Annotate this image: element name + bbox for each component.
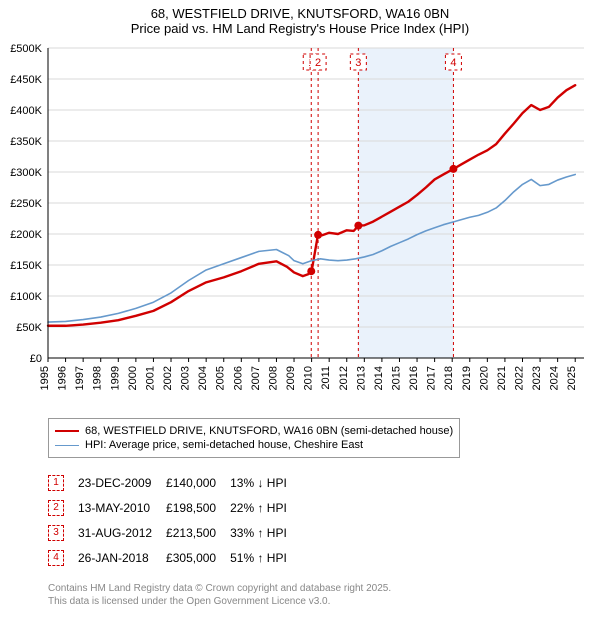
svg-text:£450K: £450K (10, 74, 42, 86)
svg-text:£250K: £250K (10, 198, 42, 210)
svg-text:2016: 2016 (408, 366, 420, 390)
table-row: 1 23-DEC-2009£140,00013% ↓ HPI (48, 470, 301, 495)
svg-text:2000: 2000 (127, 366, 139, 390)
svg-text:2003: 2003 (180, 366, 192, 390)
svg-text:2009: 2009 (285, 366, 297, 390)
price-chart: £0 £50K £100K £150K £200K £250K £300K £350K £400… (0, 40, 600, 410)
attribution: Contains HM Land Registry data © Crown c… (48, 582, 391, 608)
legend-label: 68, WESTFIELD DRIVE, KNUTSFORD, WA16 0BN… (85, 425, 453, 437)
svg-text:£150K: £150K (10, 260, 42, 272)
legend-item: HPI: Average price, semi-detached house,… (55, 439, 453, 451)
legend-swatch (55, 430, 79, 432)
svg-text:2019: 2019 (461, 366, 473, 390)
page-title-line2: Price paid vs. HM Land Registry's House … (0, 21, 600, 40)
svg-text:2011: 2011 (320, 366, 332, 390)
svg-text:2004: 2004 (197, 366, 209, 390)
sales-table: 1 23-DEC-2009£140,00013% ↓ HPI 2 13-MAY-201… (48, 470, 301, 570)
svg-text:1996: 1996 (57, 366, 69, 390)
svg-text:2010: 2010 (303, 366, 315, 390)
svg-text:1995: 1995 (39, 366, 51, 390)
sale-delta-hpi: 13% ↓ HPI (230, 470, 301, 495)
svg-text:£50K: £50K (16, 322, 42, 334)
svg-text:2008: 2008 (267, 366, 279, 390)
sale-price: £198,500 (166, 495, 230, 520)
page-title-line1: 68, WESTFIELD DRIVE, KNUTSFORD, WA16 0BN (0, 0, 600, 21)
svg-text:£350K: £350K (10, 136, 42, 148)
svg-text:2025: 2025 (566, 366, 578, 390)
sale-price: £305,000 (166, 545, 230, 570)
svg-text:2007: 2007 (250, 366, 262, 390)
legend-item: 68, WESTFIELD DRIVE, KNUTSFORD, WA16 0BN… (55, 425, 453, 437)
attribution-line1: Contains HM Land Registry data © Crown c… (48, 582, 391, 595)
sale-price: £140,000 (166, 470, 230, 495)
svg-text:2020: 2020 (478, 366, 490, 390)
table-row: 2 13-MAY-2010£198,50022% ↑ HPI (48, 495, 301, 520)
svg-text:2001: 2001 (144, 366, 156, 390)
svg-text:2: 2 (315, 57, 321, 69)
svg-text:4: 4 (450, 57, 456, 69)
svg-text:£100K: £100K (10, 291, 42, 303)
table-row: 4 26-JAN-2018£305,00051% ↑ HPI (48, 545, 301, 570)
svg-text:2014: 2014 (373, 366, 385, 390)
svg-text:1999: 1999 (109, 366, 121, 390)
sale-delta-hpi: 51% ↑ HPI (230, 545, 301, 570)
legend: 68, WESTFIELD DRIVE, KNUTSFORD, WA16 0BN… (48, 418, 460, 458)
sale-marker-box: 4 (48, 550, 64, 566)
svg-text:2002: 2002 (162, 366, 174, 390)
svg-text:2006: 2006 (232, 366, 244, 390)
svg-text:2021: 2021 (496, 366, 508, 390)
svg-text:£500K: £500K (10, 43, 42, 55)
sale-delta-hpi: 22% ↑ HPI (230, 495, 301, 520)
sale-delta-hpi: 33% ↑ HPI (230, 520, 301, 545)
svg-text:2018: 2018 (443, 366, 455, 390)
sale-date: 31-AUG-2012 (78, 520, 166, 545)
sale-date: 26-JAN-2018 (78, 545, 166, 570)
svg-text:1998: 1998 (92, 366, 104, 390)
sale-marker-box: 2 (48, 500, 64, 516)
svg-text:£300K: £300K (10, 167, 42, 179)
svg-text:£200K: £200K (10, 229, 42, 241)
attribution-line2: This data is licensed under the Open Gov… (48, 595, 391, 608)
table-row: 3 31-AUG-2012£213,50033% ↑ HPI (48, 520, 301, 545)
svg-text:£400K: £400K (10, 105, 42, 117)
svg-text:2023: 2023 (531, 366, 543, 390)
svg-text:2013: 2013 (355, 366, 367, 390)
sale-marker-box: 3 (48, 525, 64, 541)
sale-marker-box: 1 (48, 475, 64, 491)
sale-date: 13-MAY-2010 (78, 495, 166, 520)
svg-text:£0: £0 (30, 353, 42, 365)
svg-text:2017: 2017 (426, 366, 438, 390)
svg-text:1997: 1997 (74, 366, 86, 390)
sale-price: £213,500 (166, 520, 230, 545)
legend-swatch (55, 445, 79, 446)
svg-text:3: 3 (355, 57, 361, 69)
svg-text:2022: 2022 (513, 366, 525, 390)
svg-text:2012: 2012 (338, 366, 350, 390)
svg-text:2024: 2024 (549, 366, 561, 390)
legend-label: HPI: Average price, semi-detached house,… (85, 439, 363, 451)
svg-text:2015: 2015 (390, 366, 402, 390)
sale-date: 23-DEC-2009 (78, 470, 166, 495)
svg-text:2005: 2005 (215, 366, 227, 390)
